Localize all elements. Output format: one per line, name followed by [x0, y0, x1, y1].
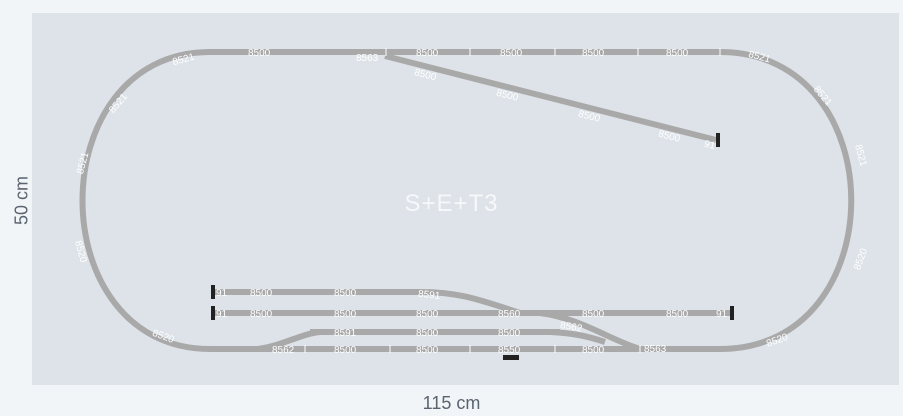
track-label: 8521	[852, 143, 868, 168]
buffer-stop	[211, 306, 215, 320]
track-label: 8500	[498, 328, 521, 339]
track-label: 8500	[416, 328, 439, 339]
track-label: 91	[716, 309, 728, 320]
labels-siding: 8500 8500 8500 8500 91	[413, 67, 717, 152]
track-label: 8563	[356, 53, 379, 64]
track-label: 8500	[416, 345, 439, 356]
track-yard-connector-mid	[549, 329, 606, 345]
track-label: 8500	[666, 309, 689, 320]
track-label: 8550	[498, 345, 521, 356]
labels-yard-row1: 91 8500 8500 8591	[216, 288, 441, 302]
track-left-curve	[79, 49, 211, 352]
buffer-stop	[716, 133, 720, 147]
labels-yard-row2: 91 8500 8500 8500 8560 8500 8500 91	[216, 309, 728, 320]
track-label: 8562	[272, 345, 295, 356]
track-label: 8563	[644, 344, 667, 355]
track-label: 8500	[495, 88, 520, 104]
track-label: 8500	[666, 48, 689, 59]
track-yard-connector-left	[257, 329, 321, 352]
width-dimension: 115 cm	[422, 393, 481, 413]
track-label: 8520	[852, 247, 870, 272]
track-label: 8500	[413, 67, 438, 83]
height-dimension: 50 cm	[11, 175, 32, 226]
track-label: 91	[216, 288, 228, 299]
track-label: 8560	[498, 309, 521, 320]
layout-title: S+E+T3	[404, 190, 499, 217]
uncoupler-mark	[503, 355, 519, 360]
track-label: 91	[216, 309, 228, 320]
track-label: 8500	[582, 309, 605, 320]
buffer-stop	[211, 285, 215, 299]
buffer-stop	[730, 306, 734, 320]
track-label: 8500	[416, 48, 439, 59]
track-label: 8500	[582, 48, 605, 59]
labels-yard-row3: 8591 8500 8500 8562	[334, 320, 583, 339]
track-lines	[79, 49, 855, 352]
track-label: 8500	[500, 48, 523, 59]
track-label: 8500	[250, 288, 273, 299]
track-label: 8500	[334, 345, 357, 356]
track-label: 8521	[747, 49, 772, 65]
labels-left-curve: 8521 8521 8520 8520	[72, 91, 176, 346]
track-label: 8500	[582, 345, 605, 356]
track-label: 91	[703, 139, 717, 152]
track-label: 8562	[559, 320, 583, 335]
track-label: 8500	[657, 129, 682, 145]
track-yard-connector-right	[539, 310, 641, 352]
track-label: 8500	[577, 109, 602, 125]
track-label: 8520	[765, 332, 790, 350]
track-right-curve	[719, 49, 855, 352]
track-label: 8500	[248, 48, 271, 59]
track-label: 8500	[334, 288, 357, 299]
track-siding-top	[384, 53, 717, 143]
track-label: 8500	[250, 309, 273, 320]
labels-yard-row4: 8562 8500 8500 8550 8500 8563	[272, 344, 667, 356]
track-label: 8500	[334, 309, 357, 320]
track-joints	[304, 48, 721, 353]
buffers	[211, 133, 734, 360]
track-label: 8591	[417, 289, 441, 302]
track-label: 8521	[107, 91, 130, 115]
track-yard-row1	[213, 289, 521, 316]
track-label: 8500	[416, 309, 439, 320]
track-label: 8591	[334, 328, 357, 339]
